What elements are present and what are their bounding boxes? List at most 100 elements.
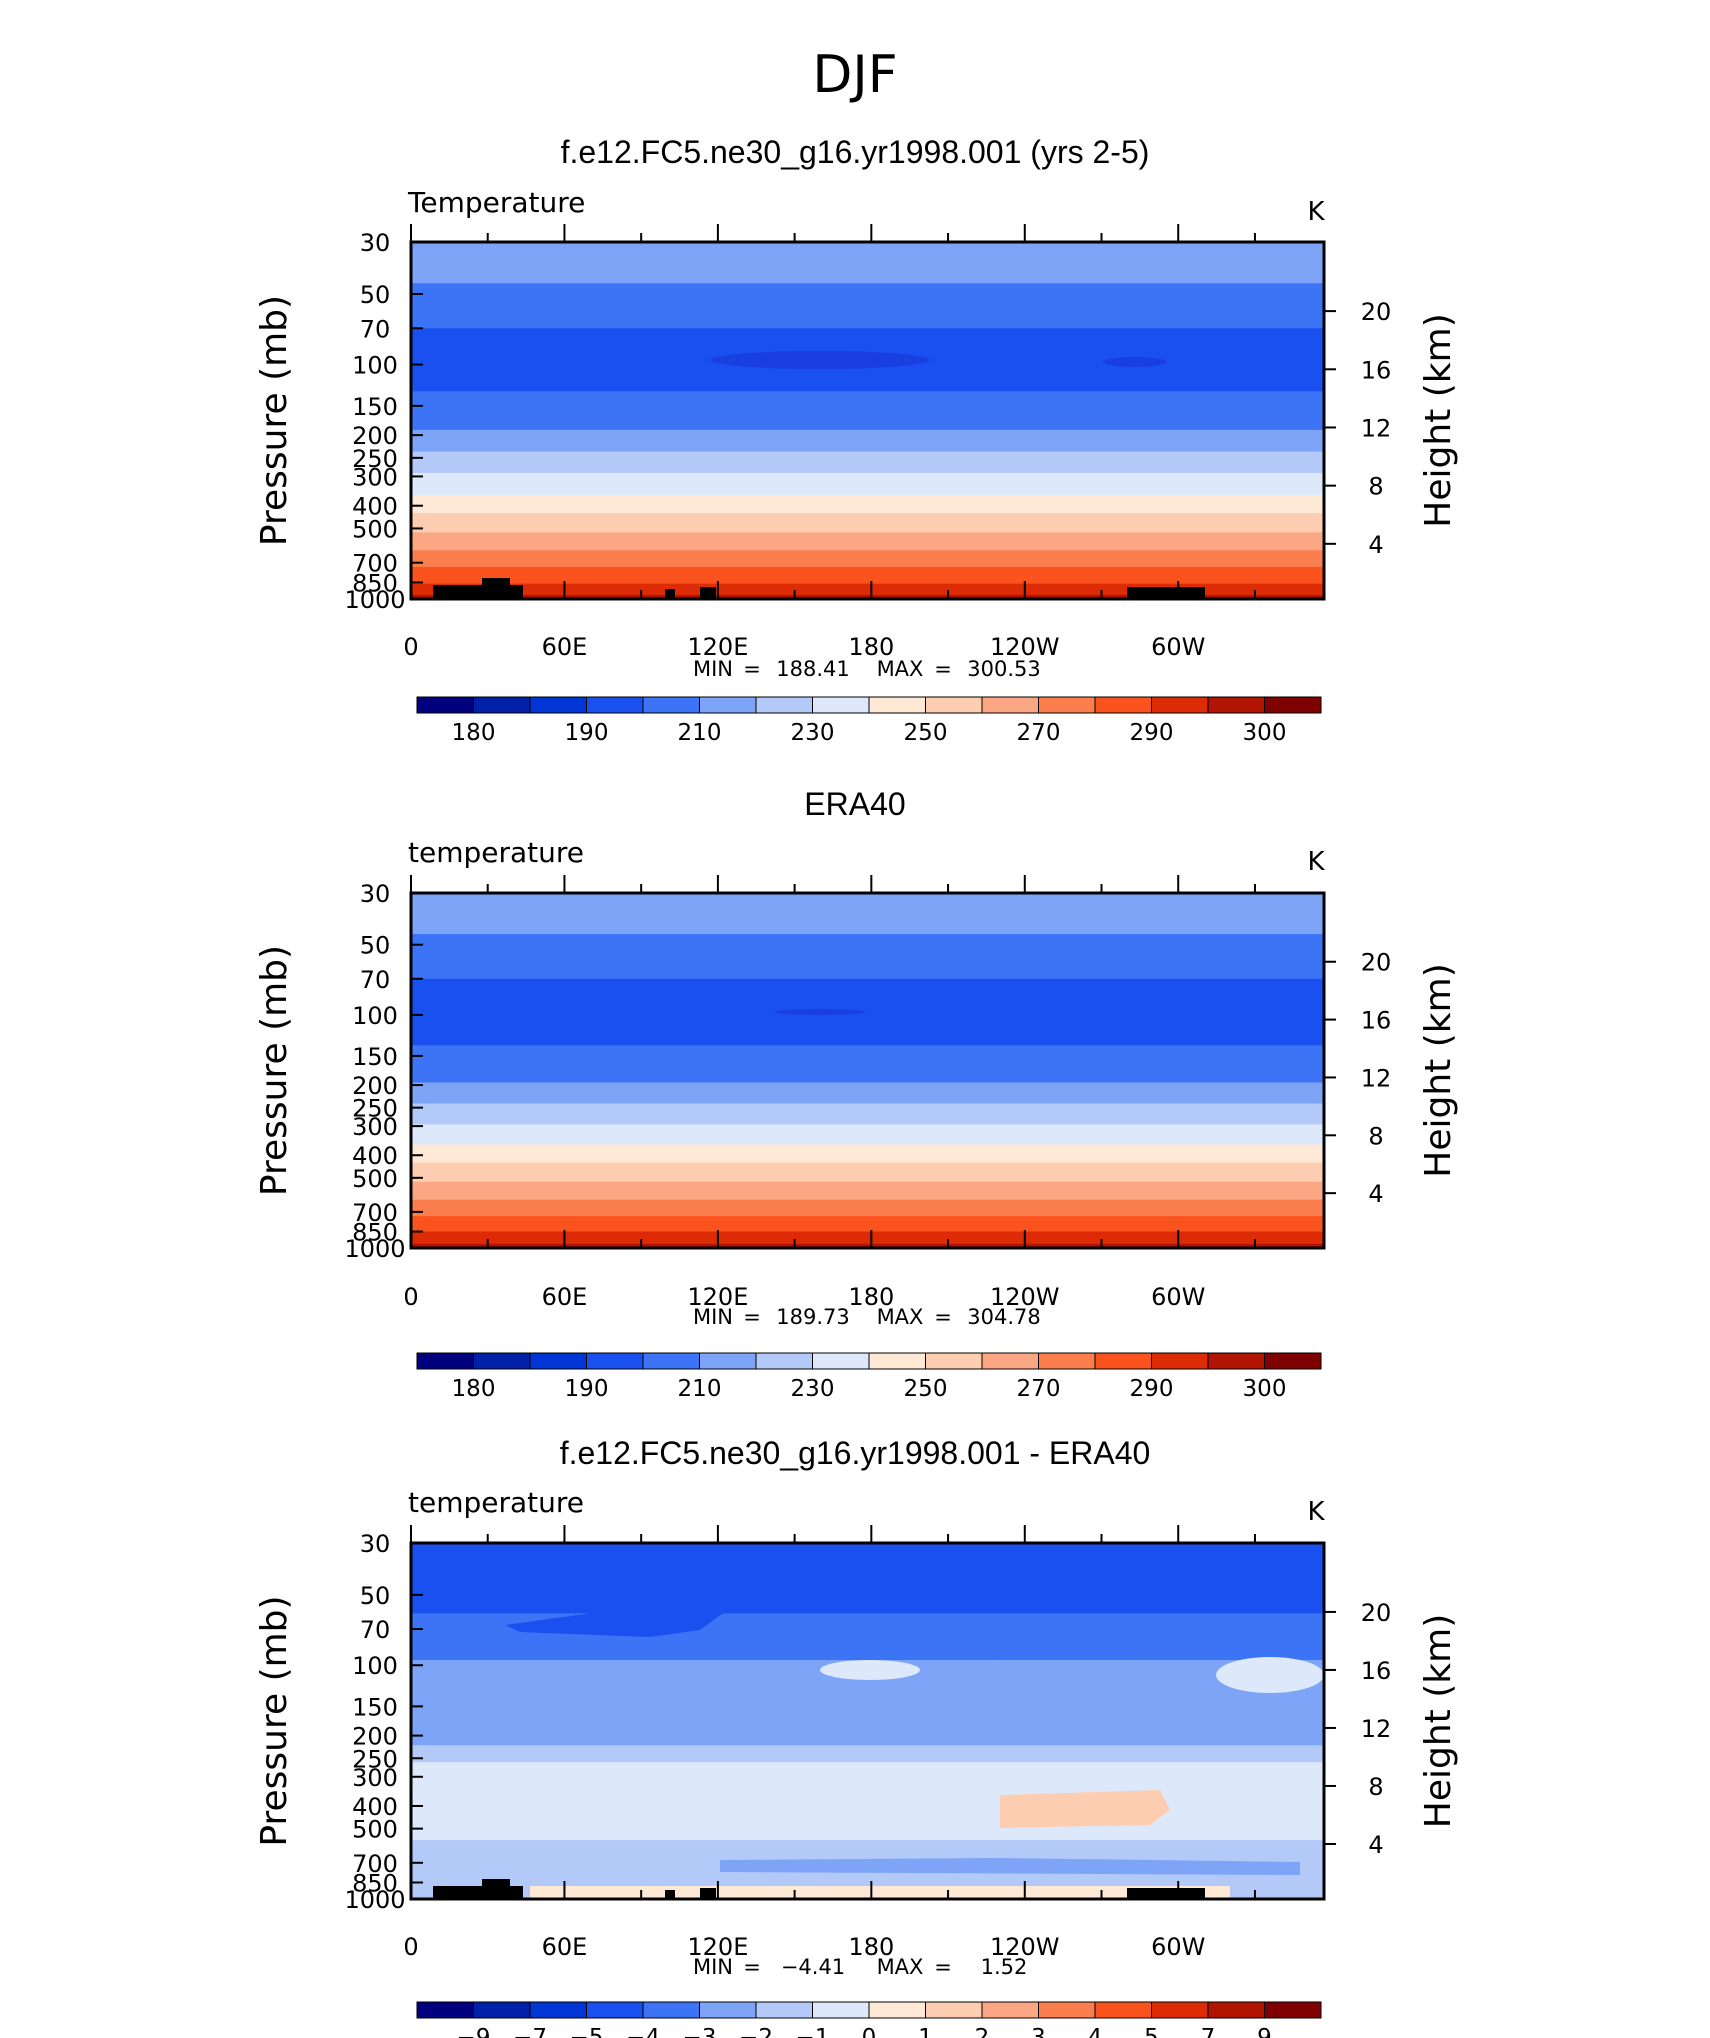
- colorbar: 180 190 210 230 250 270 290 300: [416, 696, 1322, 746]
- height-tick-label: 20: [1361, 298, 1392, 326]
- height-tick-label: 12: [1361, 414, 1392, 442]
- pressure-tick-label: 150: [352, 1693, 398, 1721]
- colorbar-label: −2: [739, 2025, 773, 2038]
- colorbar-label: 290: [1130, 720, 1174, 746]
- topography: [665, 1890, 675, 1899]
- lon-tick-label: 120E: [687, 1933, 748, 1961]
- colorbar-box: [1264, 696, 1322, 714]
- contour-feature: [1216, 1657, 1324, 1693]
- contour-band: [411, 1231, 1324, 1245]
- colorbar-label: 210: [678, 720, 722, 746]
- contour-band: [411, 242, 1324, 284]
- height-tick-label: 8: [1368, 473, 1383, 501]
- contour-band: [411, 472, 1324, 496]
- lon-tick-label: 120W: [990, 1283, 1060, 1311]
- panel-title: f.e12.FC5.ne30_g16.yr1998.001 (yrs 2-5): [561, 134, 1150, 170]
- colorbar-box: [1038, 1352, 1096, 1370]
- contour-band: [411, 566, 1324, 585]
- pressure-tick-label: 700: [352, 1850, 398, 1878]
- colorbar-label: 180: [452, 720, 496, 746]
- panel-3: f.e12.FC5.ne30_g16.yr1998.001 - ERA40 tem…: [254, 1435, 1459, 2038]
- contour-band: [411, 594, 1324, 600]
- contour-band: [411, 283, 1324, 329]
- colorbar-box: [812, 696, 870, 714]
- units-label: K: [1307, 197, 1325, 227]
- colorbar-box: [1207, 1352, 1265, 1370]
- pressure-tick-label: 700: [352, 1199, 398, 1227]
- contour-feature: [710, 351, 930, 369]
- contour-band: [411, 1243, 1324, 1249]
- pressure-tick-label: 500: [352, 1165, 398, 1193]
- min-equals: =: [743, 1305, 761, 1329]
- pressure-tick-label: 200: [352, 1723, 398, 1751]
- contour-band: [411, 1762, 1324, 1830]
- plot-frame: [409, 240, 1326, 601]
- max-value: 1.52: [981, 1955, 1028, 1979]
- colorbar-box: [1264, 2001, 1322, 2019]
- min-label: MIN: [693, 657, 733, 681]
- colorbar-box: [416, 2001, 474, 2019]
- topography: [700, 1888, 716, 1899]
- colorbar-label: 1: [918, 2025, 933, 2038]
- height-tick-label: 12: [1361, 1064, 1392, 1092]
- min-value: 189.73: [776, 1305, 849, 1329]
- height-tick-label: 8: [1368, 1122, 1383, 1150]
- colorbar-label: 230: [791, 1376, 835, 1402]
- topography: [482, 578, 510, 598]
- contour-band: [411, 893, 1324, 935]
- ylabel-left: Pressure (mb): [254, 1595, 295, 1846]
- colorbar-box: [1038, 2001, 1096, 2019]
- colorbar: 180 190 210 230 250 270 290 300: [416, 1352, 1322, 1402]
- colorbar-label: 0: [862, 2025, 877, 2038]
- min-value: −4.41: [781, 1955, 845, 1979]
- colorbar-label: 300: [1243, 1376, 1287, 1402]
- colorbar-label: 3: [1031, 2025, 1046, 2038]
- colorbar-box: [868, 2001, 926, 2019]
- lon-tick-label: 60W: [1151, 1283, 1205, 1311]
- contour-band: [411, 1828, 1324, 1841]
- max-equals: =: [934, 1305, 952, 1329]
- colorbar-label: 250: [904, 720, 948, 746]
- colorbar-box: [1207, 2001, 1265, 2019]
- pressure-tick-label: 50: [360, 1582, 391, 1610]
- height-tick-label: 4: [1368, 1831, 1383, 1859]
- contour-band: [411, 513, 1324, 534]
- colorbar-label: 180: [452, 1376, 496, 1402]
- ylabel-right: Height (km): [1418, 313, 1459, 527]
- min-equals: =: [743, 657, 761, 681]
- colorbar-box: [925, 2001, 983, 2019]
- pressure-tick-label: 50: [360, 281, 391, 309]
- main-title: DJF: [812, 45, 897, 105]
- colorbar-box: [529, 1352, 587, 1370]
- height-tick-label: 16: [1361, 1007, 1392, 1035]
- plot-frame: [409, 891, 1326, 1250]
- colorbar-label: 9: [1257, 2025, 1272, 2038]
- height-tick-label: 12: [1361, 1715, 1392, 1743]
- pressure-tick-label: 250: [352, 1745, 398, 1773]
- colorbar-box: [416, 1352, 474, 1370]
- ylabel-left: Pressure (mb): [254, 945, 295, 1196]
- pressure-tick-label: 200: [352, 1072, 398, 1100]
- colorbar-box: [473, 696, 531, 714]
- height-tick-label: 8: [1368, 1773, 1383, 1801]
- pressure-tick-label: 200: [352, 422, 398, 450]
- height-tick-label: 20: [1361, 1599, 1392, 1627]
- colorbar-box: [755, 2001, 813, 2019]
- lon-tick-label: 180: [848, 1933, 894, 1961]
- colorbar-box: [416, 696, 474, 714]
- colorbar-label: −9: [457, 2025, 491, 2038]
- pressure-tick-label: 250: [352, 1095, 398, 1123]
- colorbar-label: 210: [678, 1376, 722, 1402]
- pressure-tick-label: 500: [352, 1816, 398, 1844]
- contour-band: [411, 1144, 1324, 1164]
- colorbar-label: 300: [1243, 720, 1287, 746]
- max-value: 304.78: [967, 1305, 1040, 1329]
- pressure-tick-label: 300: [352, 1764, 398, 1792]
- colorbar-box: [699, 1352, 757, 1370]
- pressure-tick-label: 850: [352, 1870, 398, 1898]
- pressure-tick-label: 70: [360, 966, 391, 994]
- height-tick-label: 4: [1368, 531, 1383, 559]
- colorbar-box: [868, 1352, 926, 1370]
